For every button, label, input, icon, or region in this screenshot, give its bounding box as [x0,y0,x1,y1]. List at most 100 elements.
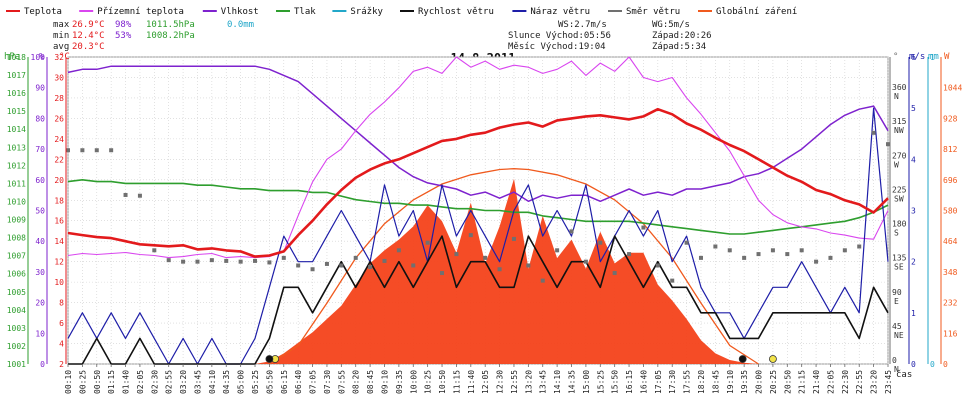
wind-direction-point [727,248,732,253]
x-tick-label: 14:10 [553,370,562,394]
wind-direction-point [137,193,142,198]
axis-temperature-tick: 4 [59,340,64,349]
axis-direction-tick: 180 [892,220,907,229]
x-tick-label: 06:15 [280,370,289,394]
axis-temperature-tick: 14 [54,237,64,246]
x-tick-label: 00:50 [93,370,102,394]
axis-radiation-tick: 696 [943,176,958,185]
series-p-zemn-teplota [67,56,889,259]
wind-direction-point [296,263,301,268]
legend-label-4: Srážky [350,7,383,17]
series-teplota [67,107,889,258]
axis-direction-tick: 315 [892,117,907,126]
wind-direction-point [468,233,473,238]
axis-wind-tick: 3 [911,207,916,216]
stat-min-hum: 53% [115,31,132,41]
axis-humidity-tick: 80 [35,114,45,123]
axis-humidity-tick: 100 [31,53,46,62]
axis-pressure-tick: 1006 [7,270,26,279]
axis-direction-compass: S [894,229,899,238]
axis-direction-tick: 135 [892,254,907,263]
x-tick-label: 11:40 [467,370,476,394]
wind-direction-point [368,264,373,269]
axis-wind-tick: 2 [911,258,916,267]
wind-direction-point [742,255,747,260]
axis-temperature-tick: 6 [59,319,64,328]
wind-direction-point [238,259,243,264]
x-tick-label: 08:45 [366,370,375,394]
wind-direction-point [66,148,70,153]
x-tick-label: 05:50 [265,370,274,394]
axis-direction-compass: SW [894,194,904,203]
axis-unit-ms: m/s [909,52,925,62]
axis-direction-compass: SE [894,263,904,272]
x-tick-label: 16:40 [639,370,648,394]
x-tick-label: 20:00 [755,370,764,394]
series-rychlost-v-tru [68,235,889,365]
series-tlak [67,179,889,235]
x-tick-label: 11:15 [452,370,461,394]
axis-rain-tick: 1 [930,53,935,62]
wind-direction-point [684,240,689,245]
axis-humidity-tick: 0 [40,360,45,369]
axis-direction-compass: NE [894,331,904,340]
x-tick-label: 20:25 [769,370,778,394]
legend-label-7: Směr větru [626,7,680,17]
x-tick-label: 03:20 [179,370,188,394]
wind-direction-point [641,225,646,230]
axis-radiation-tick: 464 [943,237,958,246]
wind-direction-point [123,192,128,197]
x-tick-label: 12:30 [496,370,505,394]
wind-direction-point [454,252,459,257]
axis-radiation-tick: 928 [943,114,958,123]
legend-label-1: Přízemní teplota [97,7,184,17]
wind-direction-point [440,271,445,276]
axis-direction-compass: N [894,92,899,101]
x-tick-label: 21:15 [798,370,807,394]
legend-label-8: Globální záření [716,7,797,17]
stat-max-hum: 98% [115,20,132,30]
axis-wind-tick: 1 [911,309,916,318]
wind-direction-point [828,255,833,260]
axis-direction-tick: 360 [892,83,907,92]
axis-pressure-tick: 1016 [7,89,26,98]
axis-direction-compass: W [894,160,899,169]
x-tick-label: 13:20 [524,370,533,394]
wind-direction-point [555,248,560,253]
x-tick-label: 04:35 [222,370,231,394]
x-tick-label: 09:10 [380,370,389,394]
wind-direction-point [425,240,430,245]
axis-pressure-tick: 1004 [7,306,26,315]
axis-radiation-tick: 0 [943,360,948,369]
wind-direction-point [209,258,214,263]
legend-label-5: Rychlost větru [418,7,494,17]
x-tick-label: 09:35 [395,370,404,394]
x-tick-label: 10:25 [424,370,433,394]
x-tick-label: 22:55 [855,370,864,394]
axis-direction-compass: NW [894,126,904,135]
axis-unit-deg: ° [893,52,898,62]
wind-direction-point [627,252,632,257]
x-tick-label: 06:40 [294,370,303,394]
sun-set-time: Západ:20:26 [652,31,712,41]
axis-temperature-tick: 20 [54,176,64,185]
legend-label-2: Vlhkost [221,7,259,17]
axis-direction-compass: E [894,297,899,306]
axis-temperature-tick: 22 [54,155,64,164]
x-tick-label: 12:05 [481,370,490,394]
axis-radiation-tick: 1044 [943,84,962,93]
wind-direction-point [253,258,258,263]
wind-direction-point [569,229,574,234]
x-tick-label: 14:35 [568,370,577,394]
legend-label-3: Tlak [294,7,316,17]
sun-rise-time: Slunce Východ:05:56 [508,31,611,41]
axis-wind-tick: 6 [911,53,916,62]
wind-direction-point [583,259,588,264]
stat-max-press: 1011.5hPa [146,20,195,30]
axis-pressure-tick: 1011 [7,179,26,188]
x-tick-label: 02:30 [150,370,159,394]
plot-area [66,56,890,365]
x-tick-label: 17:30 [668,370,677,394]
series-global-radiation-area [68,178,888,364]
axis-pressure-tick: 1002 [7,342,26,351]
